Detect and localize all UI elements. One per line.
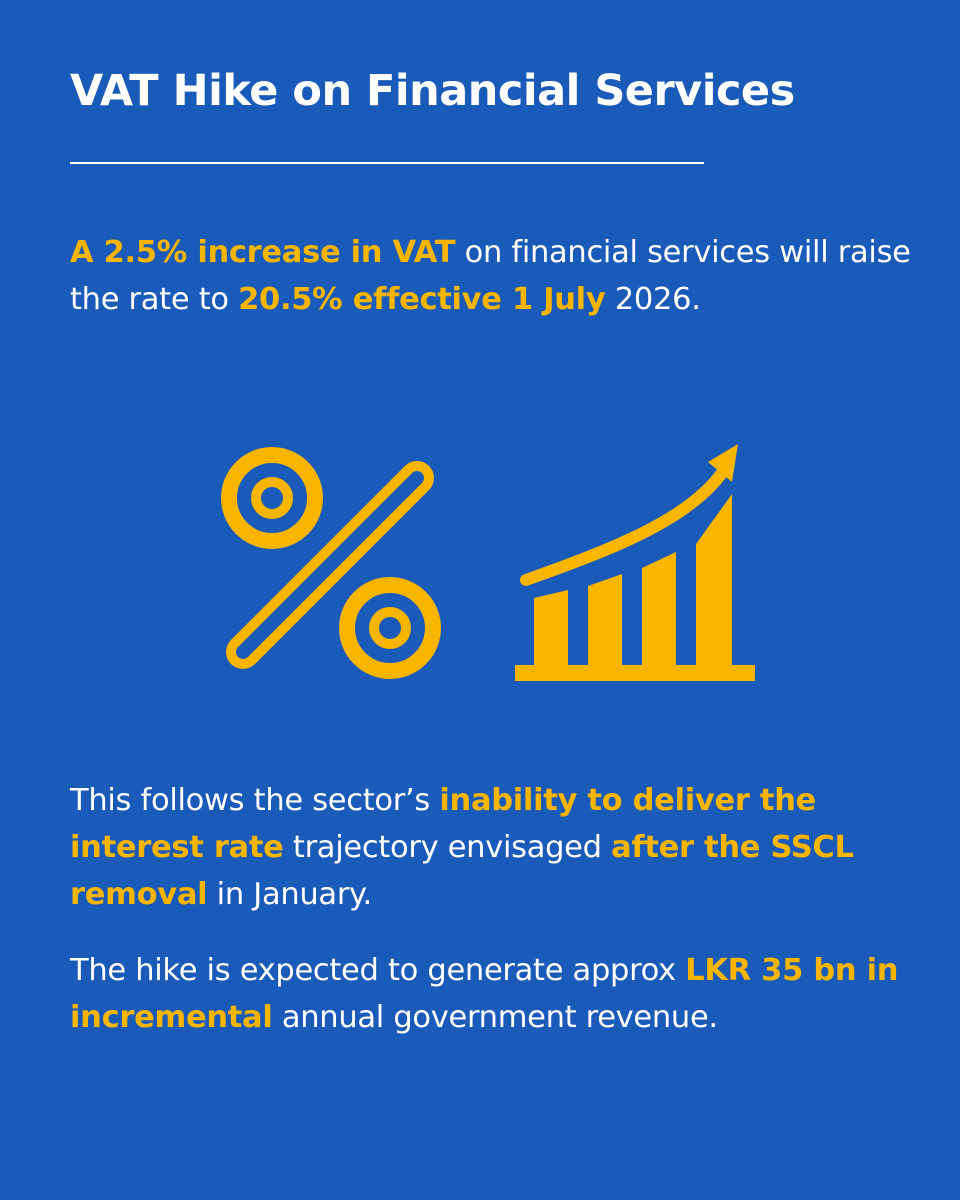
highlight-revenue: LKR 35 bn in incremental (70, 953, 899, 1035)
text-segment: This follows the sector’s (70, 783, 440, 818)
text-segment: on financial services will raise the rat… (70, 235, 911, 317)
title-divider (70, 162, 704, 164)
context-paragraph: This follows the sector’s inability to d… (70, 777, 930, 918)
vat-increase-paragraph: A 2.5% increase in VAT on financial serv… (70, 229, 930, 323)
revenue-paragraph: The hike is expected to generate approx … (70, 947, 930, 1041)
growth-chart-icon (515, 444, 755, 681)
highlight-sscl-removal: after the SSCL removal (70, 830, 854, 912)
text-segment: trajectory envisaged (283, 830, 612, 865)
highlight-inability: inability to deliver the interest rate (70, 783, 816, 865)
text-segment: 2026. (605, 282, 701, 317)
page-title: VAT Hike on Financial Services (70, 66, 795, 116)
text-segment: in January. (207, 877, 372, 912)
highlight-effective-date: 20.5% effective 1 July (238, 282, 606, 317)
text-segment: annual government revenue. (272, 1000, 718, 1035)
text-segment: The hike is expected to generate approx (70, 953, 686, 988)
highlight-vat-increase: A 2.5% increase in VAT (70, 235, 456, 270)
percent-icon (221, 447, 441, 679)
